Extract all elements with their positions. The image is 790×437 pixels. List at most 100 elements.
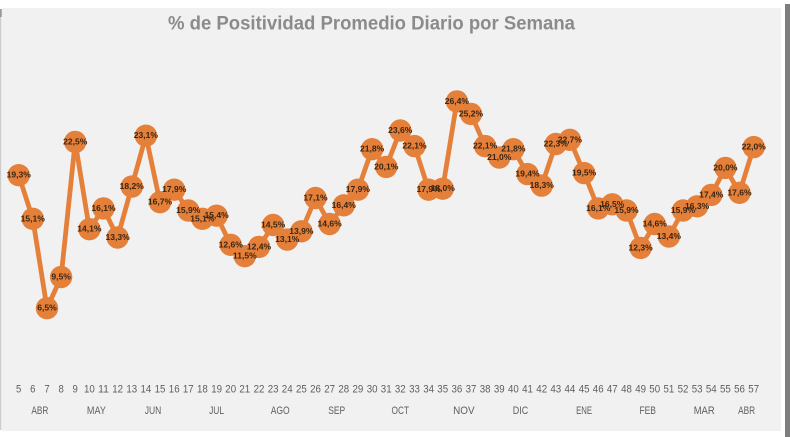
- svg-text:20: 20: [225, 384, 236, 396]
- svg-text:33: 33: [409, 384, 420, 396]
- svg-text:22,7%: 22,7%: [558, 134, 583, 144]
- svg-text:20,0%: 20,0%: [713, 162, 738, 172]
- svg-text:ABR: ABR: [738, 405, 755, 417]
- svg-text:50: 50: [649, 384, 660, 396]
- svg-text:43: 43: [550, 384, 561, 396]
- svg-text:FEB: FEB: [639, 405, 656, 417]
- svg-text:15,9%: 15,9%: [176, 205, 201, 215]
- svg-text:17,6%: 17,6%: [727, 187, 752, 197]
- svg-text:23: 23: [268, 384, 279, 396]
- svg-text:25: 25: [296, 384, 307, 396]
- svg-text:15: 15: [155, 384, 166, 396]
- svg-text:13,4%: 13,4%: [657, 231, 682, 241]
- svg-text:AGO: AGO: [271, 405, 290, 417]
- svg-text:18,3%: 18,3%: [530, 180, 555, 190]
- svg-text:56: 56: [734, 384, 745, 396]
- svg-text:16,1%: 16,1%: [586, 203, 611, 213]
- svg-text:16: 16: [169, 384, 180, 396]
- svg-text:21,0%: 21,0%: [487, 152, 512, 162]
- svg-text:9: 9: [73, 384, 78, 396]
- svg-text:19: 19: [211, 384, 222, 396]
- svg-text:13,9%: 13,9%: [289, 226, 314, 236]
- svg-text:53: 53: [692, 384, 703, 396]
- svg-text:14: 14: [141, 384, 152, 396]
- svg-text:MAY: MAY: [87, 405, 106, 417]
- svg-text:7: 7: [44, 384, 49, 396]
- svg-text:27: 27: [324, 384, 335, 396]
- svg-text:6: 6: [30, 384, 35, 396]
- svg-text:22,1%: 22,1%: [473, 141, 498, 151]
- svg-text:15,9%: 15,9%: [614, 205, 639, 215]
- svg-text:JUN: JUN: [145, 405, 162, 417]
- svg-text:14,1%: 14,1%: [77, 224, 102, 234]
- svg-text:14,6%: 14,6%: [643, 219, 668, 229]
- svg-text:12,6%: 12,6%: [219, 239, 244, 249]
- svg-text:57: 57: [748, 384, 759, 396]
- svg-text:38: 38: [480, 384, 491, 396]
- svg-text:11,5%: 11,5%: [233, 251, 257, 261]
- svg-text:5: 5: [16, 384, 21, 396]
- svg-text:17,9%: 17,9%: [416, 184, 441, 194]
- svg-text:19,5%: 19,5%: [572, 168, 597, 178]
- svg-text:22,1%: 22,1%: [402, 141, 427, 151]
- svg-text:ENE: ENE: [576, 405, 592, 417]
- svg-text:24: 24: [282, 384, 293, 396]
- svg-text:15,4%: 15,4%: [204, 210, 229, 220]
- svg-text:19,3%: 19,3%: [7, 170, 32, 180]
- svg-text:NOV: NOV: [453, 405, 475, 417]
- svg-text:18,2%: 18,2%: [120, 181, 145, 191]
- svg-text:36: 36: [452, 384, 463, 396]
- svg-text:23,1%: 23,1%: [134, 130, 159, 140]
- svg-text:15,9%: 15,9%: [671, 205, 696, 215]
- svg-text:18: 18: [197, 384, 208, 396]
- svg-text:54: 54: [706, 384, 717, 396]
- svg-text:29: 29: [353, 384, 364, 396]
- svg-text:9,5%: 9,5%: [51, 272, 71, 282]
- svg-text:13: 13: [126, 384, 137, 396]
- svg-text:16,5%: 16,5%: [600, 199, 625, 209]
- svg-text:35: 35: [437, 384, 448, 396]
- svg-text:SEP: SEP: [328, 405, 345, 417]
- svg-text:55: 55: [720, 384, 731, 396]
- svg-text:17,4%: 17,4%: [699, 189, 724, 199]
- svg-text:12,4%: 12,4%: [247, 241, 272, 251]
- svg-text:13,3%: 13,3%: [105, 232, 130, 242]
- svg-text:12: 12: [112, 384, 123, 396]
- svg-text:30: 30: [367, 384, 378, 396]
- svg-text:25,2%: 25,2%: [459, 108, 484, 118]
- svg-text:8: 8: [58, 384, 63, 396]
- svg-text:44: 44: [565, 384, 576, 396]
- svg-text:16,1%: 16,1%: [91, 203, 116, 213]
- svg-text:18,0%: 18,0%: [431, 183, 456, 193]
- svg-text:21,8%: 21,8%: [360, 144, 385, 154]
- svg-text:34: 34: [423, 384, 434, 396]
- svg-text:10: 10: [84, 384, 95, 396]
- svg-text:40: 40: [508, 384, 519, 396]
- svg-text:16,7%: 16,7%: [148, 197, 173, 207]
- svg-text:21,8%: 21,8%: [501, 144, 526, 154]
- svg-text:MAR: MAR: [694, 405, 715, 417]
- svg-text:22,3%: 22,3%: [544, 139, 569, 149]
- svg-text:15,1%: 15,1%: [190, 213, 215, 223]
- svg-text:16,4%: 16,4%: [332, 200, 357, 210]
- svg-text:51: 51: [664, 384, 675, 396]
- svg-text:12,3%: 12,3%: [628, 242, 653, 252]
- svg-text:52: 52: [678, 384, 689, 396]
- svg-text:42: 42: [536, 384, 547, 396]
- svg-text:20,1%: 20,1%: [374, 161, 399, 171]
- svg-text:% de Positividad Promedio Diar: % de Positividad Promedio Diario por Sem…: [168, 14, 575, 35]
- svg-text:14,6%: 14,6%: [317, 219, 342, 229]
- svg-text:OCT: OCT: [392, 405, 410, 417]
- svg-text:41: 41: [522, 384, 533, 396]
- svg-text:39: 39: [494, 384, 505, 396]
- svg-text:28: 28: [338, 384, 349, 396]
- svg-text:ABR: ABR: [31, 405, 48, 417]
- svg-text:19,4%: 19,4%: [515, 169, 540, 179]
- svg-text:22,5%: 22,5%: [63, 136, 88, 146]
- svg-text:17,9%: 17,9%: [346, 184, 371, 194]
- svg-text:26,4%: 26,4%: [445, 96, 470, 106]
- svg-text:23,6%: 23,6%: [388, 125, 413, 135]
- svg-text:21: 21: [239, 384, 250, 396]
- svg-text:17: 17: [183, 384, 194, 396]
- svg-text:49: 49: [635, 384, 646, 396]
